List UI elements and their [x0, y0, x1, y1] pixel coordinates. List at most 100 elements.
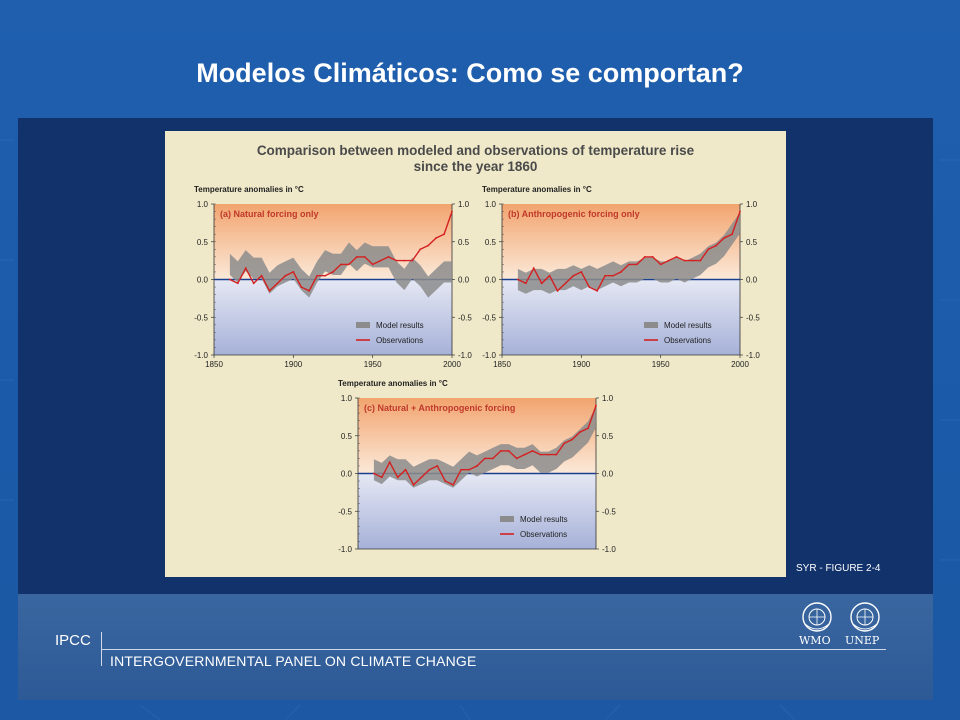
chart-c-observation-point: [587, 427, 589, 430]
chart-c-observation-point: [420, 476, 423, 479]
chart-b-xtick-label: 1850: [493, 360, 511, 369]
chart-a-observation-point: [347, 263, 350, 266]
chart-a-ytick-label-right: -0.5: [458, 313, 472, 322]
chart-a-xtick-label: 2000: [443, 360, 461, 369]
chart-c-legend-model-label: Model results: [520, 515, 568, 524]
chart-c-observation-point: [595, 404, 597, 407]
chart-c-ytick-label-right: 0.5: [602, 432, 614, 441]
chart-b-legend-obs-label: Observations: [664, 336, 711, 345]
chart-b-observation-point: [691, 259, 694, 262]
chart-c-observation-point: [412, 483, 415, 486]
chart-b-observation-point: [667, 259, 670, 262]
chart-c-ytick-label-left: -1.0: [338, 545, 352, 554]
chart-a-observation-point: [284, 274, 287, 277]
chart-b-ytick-label-left: 1.0: [485, 200, 497, 209]
chart-c-observation-point: [476, 465, 478, 467]
chart-a-observation-point: [260, 274, 263, 277]
chart-b-observation-point: [715, 244, 718, 247]
chart-a-observation-point: [419, 248, 422, 251]
chart-a-observation-point: [435, 237, 438, 239]
chart-a-panel-label: (a) Natural forcing only: [220, 209, 319, 219]
chart-a-legend-model-label: Model results: [376, 321, 424, 330]
chart-c-cool-band: [358, 473, 596, 549]
chart-a-observation-point: [379, 259, 382, 262]
chart-a-observation-point: [371, 263, 374, 266]
chart-c-observation-point: [499, 449, 502, 452]
chart-b-observation-point: [683, 259, 686, 262]
chart-a-legend-obs-label: Observations: [376, 336, 423, 345]
chart-c-ytick-label-left: 0.5: [341, 432, 353, 441]
chart-a-observation-point: [363, 255, 366, 258]
chart-b-ytick-label-right: -0.5: [746, 313, 760, 322]
chart-c-legend-obs-label: Observations: [520, 530, 567, 539]
chart-a-observation-point: [252, 282, 255, 285]
chart-b-observation-point: [516, 278, 519, 281]
chart-b-xtick-label: 2000: [731, 360, 749, 369]
chart-c-observation-point: [563, 442, 566, 445]
chart-c-observation-point: [436, 465, 439, 467]
ipcc-short-name: IPCC: [55, 632, 91, 649]
chart-b-observation-point: [556, 289, 559, 292]
chart-a-observation-point: [228, 278, 231, 281]
chart-b-observation-point: [580, 271, 583, 273]
chart-b-observation-point: [707, 248, 710, 251]
chart-b-observation-point: [675, 255, 678, 258]
chart-a-observation-point: [292, 271, 295, 273]
chart-a-observation-point: [340, 263, 342, 266]
chart-b-observation-point: [532, 267, 535, 270]
chart-a-observation-point: [411, 259, 414, 262]
chart-a-ylabel: Temperature anomalies in °C: [194, 185, 304, 194]
chart-a-ytick-label-left: -1.0: [194, 351, 208, 360]
figure-caption: SYR - FIGURE 2-4: [796, 563, 881, 574]
chart-c-ytick-label-right: -0.5: [602, 507, 616, 516]
chart-b-panel-label: (b) Anthropogenic forcing only: [508, 209, 640, 219]
chart-b-observation-point: [699, 259, 702, 262]
chart-a-xtick-label: 1850: [205, 360, 223, 369]
figure-title-line-2: since the year 1860: [413, 159, 538, 174]
footer-divider-horizontal: [101, 649, 886, 650]
chart-b-model-band: [517, 212, 740, 294]
chart-a-ytick-label-left: 0.5: [197, 238, 209, 247]
chart-a-ytick-label-right: 1.0: [458, 200, 470, 209]
chart-b-observation-point: [572, 274, 575, 277]
chart-c-observation-point: [460, 468, 463, 471]
chart-b-cool-band: [502, 279, 740, 355]
chart-b-observation-point: [612, 274, 614, 277]
chart-c-ytick-label-left: 0.0: [341, 470, 353, 479]
chart-b-ytick-label-left: 0.5: [485, 238, 497, 247]
chart-b-observation-point: [731, 233, 733, 236]
unep-logo-text: UNEP: [845, 634, 880, 647]
chart-c-observation-point: [396, 476, 399, 479]
chart-b-observation-point: [651, 255, 654, 258]
wmo-logo-text: WMO: [799, 634, 831, 647]
chart-b-legend-model-swatch: [644, 322, 658, 328]
chart-a-observation-point: [268, 289, 271, 292]
chart-c-ytick-label-right: 0.0: [602, 470, 614, 479]
chart-a-observation-point: [244, 267, 247, 270]
chart-c-observation-point: [388, 461, 391, 464]
chart-c-observation-point: [491, 457, 494, 460]
chart-c-ylabel: Temperature anomalies in °C: [338, 379, 448, 388]
chart-c-ytick-label-left: 1.0: [341, 394, 353, 403]
chart-b-ylabel: Temperature anomalies in °C: [482, 185, 592, 194]
chart-b-ytick-label-left: -1.0: [482, 351, 496, 360]
chart-b-ytick-label-right: -1.0: [746, 351, 760, 360]
chart-c-ytick-label-right: 1.0: [602, 394, 614, 403]
chart-b-observation-point: [540, 282, 543, 285]
chart-c-observation-point: [531, 449, 534, 452]
chart-c-observation-point: [547, 453, 550, 456]
unep-logo-icon: [850, 602, 880, 632]
chart-c-observation-point: [523, 453, 526, 456]
ipcc-full-name: INTERGOVERNMENTAL PANEL ON CLIMATE CHANG…: [110, 653, 477, 669]
chart-a-observation-point: [236, 282, 239, 285]
figure-title-line-1: Comparison between modeled and observati…: [256, 143, 695, 158]
chart-a-observation-point: [355, 255, 358, 258]
chart-b-observation-point: [739, 210, 741, 213]
wmo-logo-icon: [802, 602, 832, 632]
chart-a-observation-point: [427, 244, 430, 247]
chart-a-observation-point: [395, 259, 398, 262]
chart-b-observation-point: [588, 286, 591, 288]
chart-c-observation-point: [484, 457, 486, 460]
chart-b-observation-point: [524, 282, 527, 285]
